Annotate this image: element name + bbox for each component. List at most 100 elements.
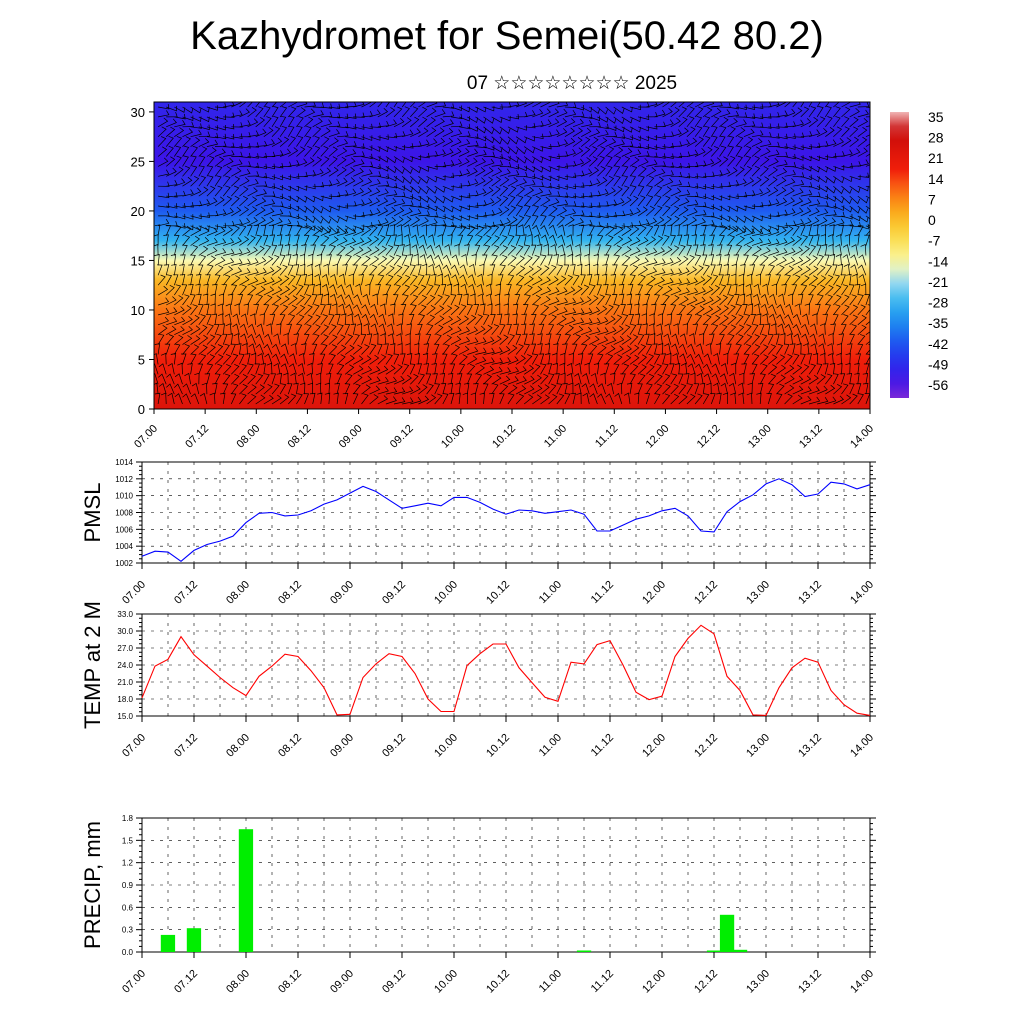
wind-barb — [361, 313, 370, 325]
wind-barb — [581, 113, 593, 119]
wind-barb — [182, 145, 190, 157]
wind-barb — [532, 363, 541, 375]
wind-barb — [597, 336, 609, 345]
wind-barb — [298, 372, 305, 385]
wind-barb — [345, 123, 357, 130]
wind-barb — [760, 102, 772, 108]
wind-barb — [743, 190, 756, 197]
wind-barb — [695, 160, 707, 167]
wind-barb — [735, 215, 747, 223]
wind-barb — [426, 102, 438, 108]
wind-barb — [223, 226, 234, 236]
wind-barb — [703, 353, 712, 365]
x-tick-label: 10.12 — [484, 732, 512, 760]
wind-barb — [361, 264, 368, 276]
wind-barb — [222, 353, 232, 365]
wind-barb — [532, 205, 540, 217]
wind-barb — [792, 274, 801, 286]
wind-barb — [808, 275, 819, 286]
wind-barb — [401, 294, 409, 306]
wind-barb — [857, 159, 870, 167]
wind-barb — [483, 176, 494, 187]
wind-barb — [491, 160, 504, 167]
wind-barb — [823, 363, 829, 375]
wind-barb — [768, 354, 778, 365]
wind-barb — [337, 228, 349, 237]
wind-barb — [825, 106, 832, 118]
wind-barb — [784, 144, 796, 150]
wind-barb — [345, 354, 355, 365]
wind-barb — [491, 104, 503, 110]
wind-barb — [711, 170, 723, 177]
wind-barb — [320, 136, 330, 147]
wind-barb — [406, 323, 412, 335]
wind-barb — [703, 102, 715, 108]
wind-barb — [812, 313, 818, 325]
wind-barb — [751, 363, 758, 375]
wind-barb — [387, 323, 395, 335]
wind-barb — [718, 274, 724, 286]
wind-barb — [735, 205, 747, 212]
wind-barb — [621, 165, 629, 177]
wind-barb — [401, 274, 411, 286]
wind-barb — [662, 285, 673, 296]
wind-barb — [581, 307, 593, 316]
wind-barb — [670, 102, 678, 108]
wind-barb — [792, 107, 803, 118]
wind-barb — [329, 293, 338, 306]
wind-barb — [458, 336, 471, 345]
wind-barb — [684, 373, 690, 385]
wind-barb — [198, 175, 207, 187]
wind-barb — [553, 254, 559, 266]
colorbar-label: 35 — [928, 109, 944, 125]
wind-barb — [361, 153, 373, 160]
x-tick-label: 10.00 — [432, 579, 460, 607]
wind-barb — [825, 284, 834, 296]
wind-barb — [532, 174, 544, 181]
wind-barb — [385, 119, 397, 128]
wind-barb — [279, 148, 291, 157]
wind-barb — [456, 373, 463, 385]
wind-barb — [426, 323, 434, 335]
wind-barb — [353, 374, 363, 385]
wind-barb — [344, 364, 355, 375]
wind-barb — [629, 354, 640, 365]
wind-barb — [182, 326, 193, 336]
wind-barb — [434, 205, 446, 213]
wind-barb — [548, 183, 560, 190]
wind-barb — [711, 373, 720, 385]
wind-barb — [816, 208, 829, 217]
wind-barb — [166, 383, 175, 395]
wind-barb — [489, 392, 495, 405]
wind-barb — [743, 324, 752, 335]
wind-barb — [548, 198, 560, 207]
wind-barb — [719, 181, 731, 187]
wind-barb — [670, 205, 680, 217]
wind-barb — [426, 284, 434, 296]
wind-barb — [166, 212, 178, 219]
wind-barb — [825, 217, 836, 227]
wind-barb — [776, 110, 788, 118]
wind-barb — [254, 363, 260, 375]
wind-barb — [377, 134, 389, 140]
wind-barb — [182, 155, 189, 167]
wind-barb — [816, 254, 824, 266]
wind-barb — [369, 366, 381, 375]
wind-barb — [735, 104, 747, 111]
wind-barb — [353, 211, 365, 218]
wind-barb — [369, 313, 379, 325]
wind-barb — [255, 128, 267, 138]
wind-barb — [540, 214, 547, 226]
wind-barb — [686, 287, 699, 296]
wind-barb — [450, 304, 460, 316]
wind-barb — [499, 206, 510, 217]
wind-barb — [231, 206, 242, 217]
wind-barb — [434, 333, 442, 345]
wind-barb — [255, 102, 261, 108]
wind-barb — [466, 304, 473, 316]
wind-barb — [377, 156, 389, 163]
wind-barb — [336, 363, 345, 375]
wind-barb — [564, 127, 575, 138]
wind-barb — [295, 274, 302, 286]
wind-barb — [434, 109, 446, 118]
